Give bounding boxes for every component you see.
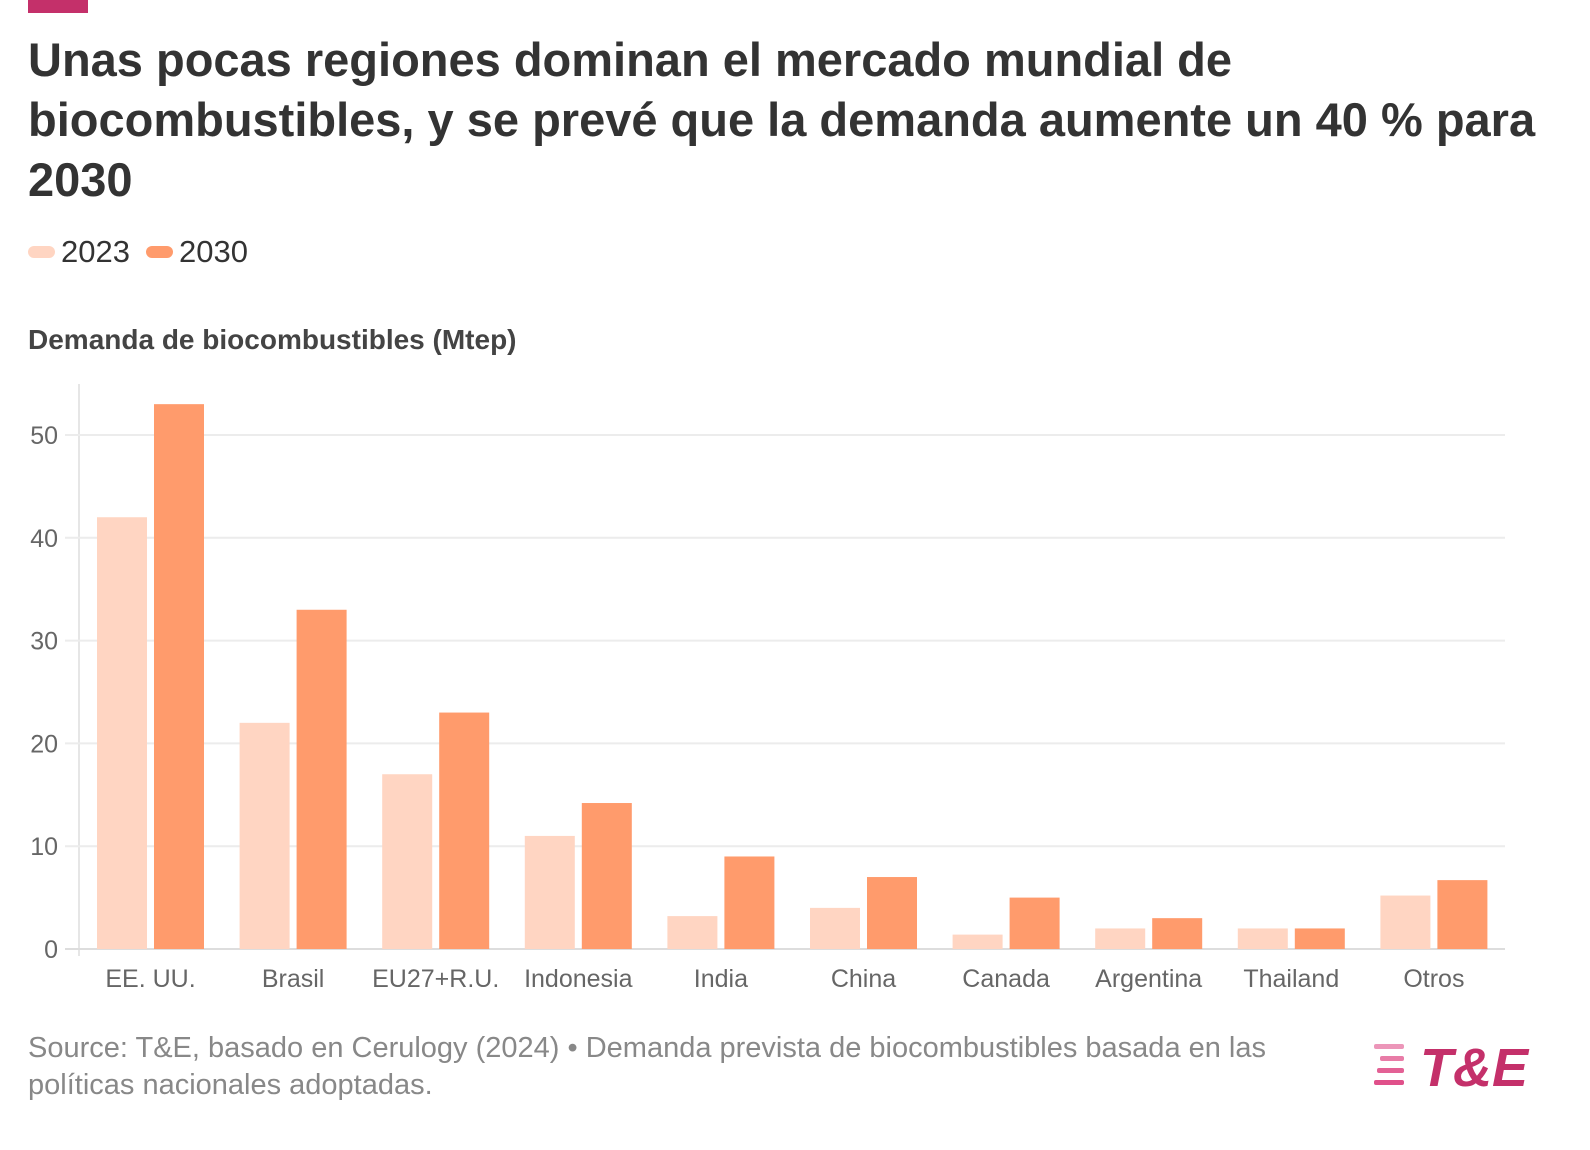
- legend: 2023 2030: [28, 234, 264, 270]
- y-tick-label: 20: [30, 730, 58, 758]
- legend-swatch-2030: [145, 246, 173, 258]
- legend-item-2023: 2023: [28, 234, 130, 270]
- bar-2023: [1095, 928, 1146, 949]
- bar-2030: [1152, 918, 1203, 949]
- bar-2023: [1237, 928, 1288, 949]
- legend-swatch-2023: [28, 246, 55, 258]
- te-logo: T&E: [1374, 1038, 1530, 1096]
- bar-2023: [810, 907, 860, 949]
- x-tick-label: Canada: [962, 965, 1050, 993]
- chart-title: Unas pocas regiones dominan el mercado m…: [28, 33, 1536, 206]
- bar-2023: [524, 835, 575, 949]
- y-tick-label: 10: [30, 833, 58, 861]
- x-tick-label: China: [831, 965, 896, 993]
- bar-2023: [97, 517, 147, 949]
- bar-2023: [1380, 895, 1431, 949]
- bar-chart: 0 10 20 30 40 50 EE. UU. Brasil EU27+R.U. Indones…: [30, 384, 1505, 993]
- legend-label-2023: 2023: [61, 234, 130, 269]
- y-tick-label: 30: [30, 628, 58, 656]
- source-note: Source: T&E, basado en Cerulogy (2024) •…: [28, 1032, 1267, 1101]
- tick-labels: 0 10 20 30 40 50 EE. UU. Brasil EU27+R.U. Indones…: [30, 422, 1464, 993]
- bar-2023: [382, 774, 433, 949]
- x-tick-label: EU27+R.U.: [372, 965, 499, 993]
- bar-2023: [952, 934, 1003, 949]
- legend-item-2030: 2030: [145, 234, 248, 270]
- bar-2030: [1294, 928, 1345, 949]
- logo-lines-icon: [1374, 1044, 1404, 1085]
- x-tick-label: Brasil: [262, 965, 325, 993]
- x-tick-label: Indonesia: [524, 965, 633, 993]
- bar-2023: [667, 916, 718, 949]
- y-tick-label: 50: [30, 422, 58, 450]
- x-tick-label: Argentina: [1095, 965, 1202, 993]
- bar-2030: [1437, 880, 1488, 949]
- y-axis-title: Demanda de biocombustibles (Mtep): [28, 324, 517, 355]
- bar-2030: [154, 404, 204, 949]
- x-tick-label: Thailand: [1243, 965, 1339, 993]
- accent-bar: [28, 0, 88, 13]
- bars: [97, 404, 1488, 949]
- x-tick-label: Otros: [1403, 965, 1464, 993]
- legend-label-2030: 2030: [178, 234, 248, 269]
- y-tick-label: 40: [30, 525, 58, 553]
- x-tick-label: EE. UU.: [105, 965, 195, 993]
- bar-2030: [724, 856, 775, 949]
- bar-2023: [239, 722, 290, 949]
- x-tick-label: India: [694, 965, 748, 993]
- bar-2030: [581, 803, 632, 949]
- logo-text: T&E: [1420, 1038, 1530, 1096]
- bar-2030: [1009, 897, 1060, 949]
- y-tick-label: 0: [44, 936, 58, 964]
- bar-2030: [439, 712, 490, 949]
- bar-2030: [867, 877, 917, 949]
- bar-2030: [296, 609, 347, 949]
